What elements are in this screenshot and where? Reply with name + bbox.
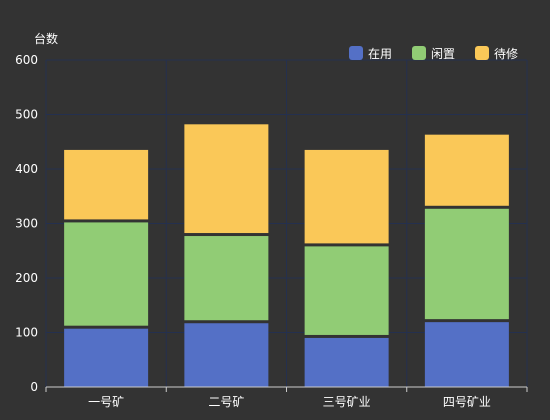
bar-segment-repair [184, 124, 269, 234]
bar-segment-idle [184, 236, 269, 321]
legend-label: 待修 [494, 46, 518, 61]
x-tick-label: 一号矿 [88, 395, 124, 409]
legend-label: 在用 [368, 47, 392, 61]
bar-segment-repair [304, 149, 389, 244]
y-tick-label: 600 [15, 53, 38, 67]
bar-segment-in-use [304, 337, 389, 387]
y-tick-label: 100 [15, 326, 38, 340]
legend-swatch-in-use [349, 46, 363, 60]
y-tick-label: 400 [15, 162, 38, 176]
legend-swatch-repair [475, 46, 489, 60]
legend-label: 闲置 [431, 47, 455, 61]
bar-segment-in-use [184, 323, 269, 387]
bar-segment-idle [304, 246, 389, 335]
y-tick-label: 500 [15, 108, 38, 122]
bar-segment-idle [64, 222, 149, 326]
x-tick-label: 四号矿业 [443, 395, 491, 409]
bar-segment-repair [424, 134, 509, 206]
y-axis-title: 台数 [34, 31, 58, 46]
y-tick-label: 300 [15, 217, 38, 231]
bar-segment-in-use [64, 328, 149, 387]
bar-segment-in-use [424, 322, 509, 387]
bar-segment-repair [64, 149, 149, 220]
x-tick-label: 二号矿 [208, 395, 244, 409]
legend-swatch-idle [412, 46, 426, 60]
x-tick-label: 三号矿业 [323, 395, 371, 409]
y-tick-label: 200 [15, 271, 38, 285]
y-tick-label: 0 [30, 380, 38, 394]
bar-segment-idle [424, 208, 509, 320]
